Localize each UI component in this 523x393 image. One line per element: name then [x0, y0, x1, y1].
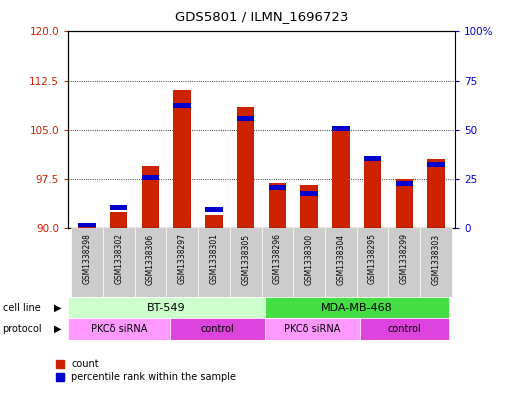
FancyBboxPatch shape — [265, 297, 449, 318]
FancyBboxPatch shape — [169, 318, 265, 340]
Text: GSM1338296: GSM1338296 — [273, 233, 282, 285]
Bar — [332, 126, 349, 131]
Text: GSM1338306: GSM1338306 — [146, 233, 155, 285]
FancyBboxPatch shape — [325, 228, 357, 297]
Bar — [427, 162, 445, 167]
FancyBboxPatch shape — [68, 318, 169, 340]
Text: GSM1338300: GSM1338300 — [304, 233, 314, 285]
Text: MDA-MB-468: MDA-MB-468 — [321, 303, 393, 312]
Bar — [395, 181, 413, 186]
Text: PKCδ siRNA: PKCδ siRNA — [284, 324, 340, 334]
Text: control: control — [200, 324, 234, 334]
Text: ▶: ▶ — [54, 324, 62, 334]
Text: GSM1338305: GSM1338305 — [241, 233, 250, 285]
Text: cell line: cell line — [3, 303, 40, 312]
Bar — [174, 103, 191, 108]
Bar — [364, 156, 381, 161]
Text: GSM1338297: GSM1338297 — [178, 233, 187, 285]
Text: protocol: protocol — [3, 324, 42, 334]
Text: control: control — [388, 324, 421, 334]
FancyBboxPatch shape — [389, 228, 420, 297]
FancyBboxPatch shape — [293, 228, 325, 297]
FancyBboxPatch shape — [265, 318, 360, 340]
Bar — [427, 159, 445, 228]
Bar — [205, 207, 223, 212]
Bar — [110, 211, 128, 228]
Text: GSM1338299: GSM1338299 — [400, 233, 409, 285]
Text: BT-549: BT-549 — [147, 303, 186, 312]
Bar — [174, 90, 191, 228]
Text: GDS5801 / ILMN_1696723: GDS5801 / ILMN_1696723 — [175, 10, 348, 23]
FancyBboxPatch shape — [230, 228, 262, 297]
Bar — [332, 127, 349, 228]
FancyBboxPatch shape — [68, 297, 265, 318]
Bar — [110, 205, 128, 210]
Bar — [78, 222, 96, 228]
Text: GSM1338298: GSM1338298 — [83, 233, 92, 284]
Bar — [269, 184, 286, 228]
FancyBboxPatch shape — [262, 228, 293, 297]
Bar — [300, 185, 318, 228]
Text: PKCδ siRNA: PKCδ siRNA — [90, 324, 147, 334]
Bar — [395, 179, 413, 228]
Text: GSM1338303: GSM1338303 — [431, 233, 440, 285]
FancyBboxPatch shape — [357, 228, 389, 297]
Bar — [364, 159, 381, 228]
Text: GSM1338301: GSM1338301 — [209, 233, 219, 285]
Text: GSM1338295: GSM1338295 — [368, 233, 377, 285]
Bar — [78, 226, 96, 228]
FancyBboxPatch shape — [198, 228, 230, 297]
Legend: count, percentile rank within the sample: count, percentile rank within the sample — [52, 356, 240, 386]
Bar — [142, 166, 159, 228]
Bar — [237, 116, 254, 121]
Text: ▶: ▶ — [54, 303, 62, 312]
FancyBboxPatch shape — [360, 318, 449, 340]
FancyBboxPatch shape — [166, 228, 198, 297]
FancyBboxPatch shape — [420, 228, 452, 297]
Bar — [300, 191, 318, 196]
Text: GSM1338304: GSM1338304 — [336, 233, 345, 285]
FancyBboxPatch shape — [134, 228, 166, 297]
Text: GSM1338302: GSM1338302 — [114, 233, 123, 285]
FancyBboxPatch shape — [103, 228, 134, 297]
Bar — [269, 185, 286, 190]
FancyBboxPatch shape — [71, 228, 103, 297]
Bar — [142, 175, 159, 180]
Bar — [237, 107, 254, 228]
Bar — [205, 215, 223, 228]
